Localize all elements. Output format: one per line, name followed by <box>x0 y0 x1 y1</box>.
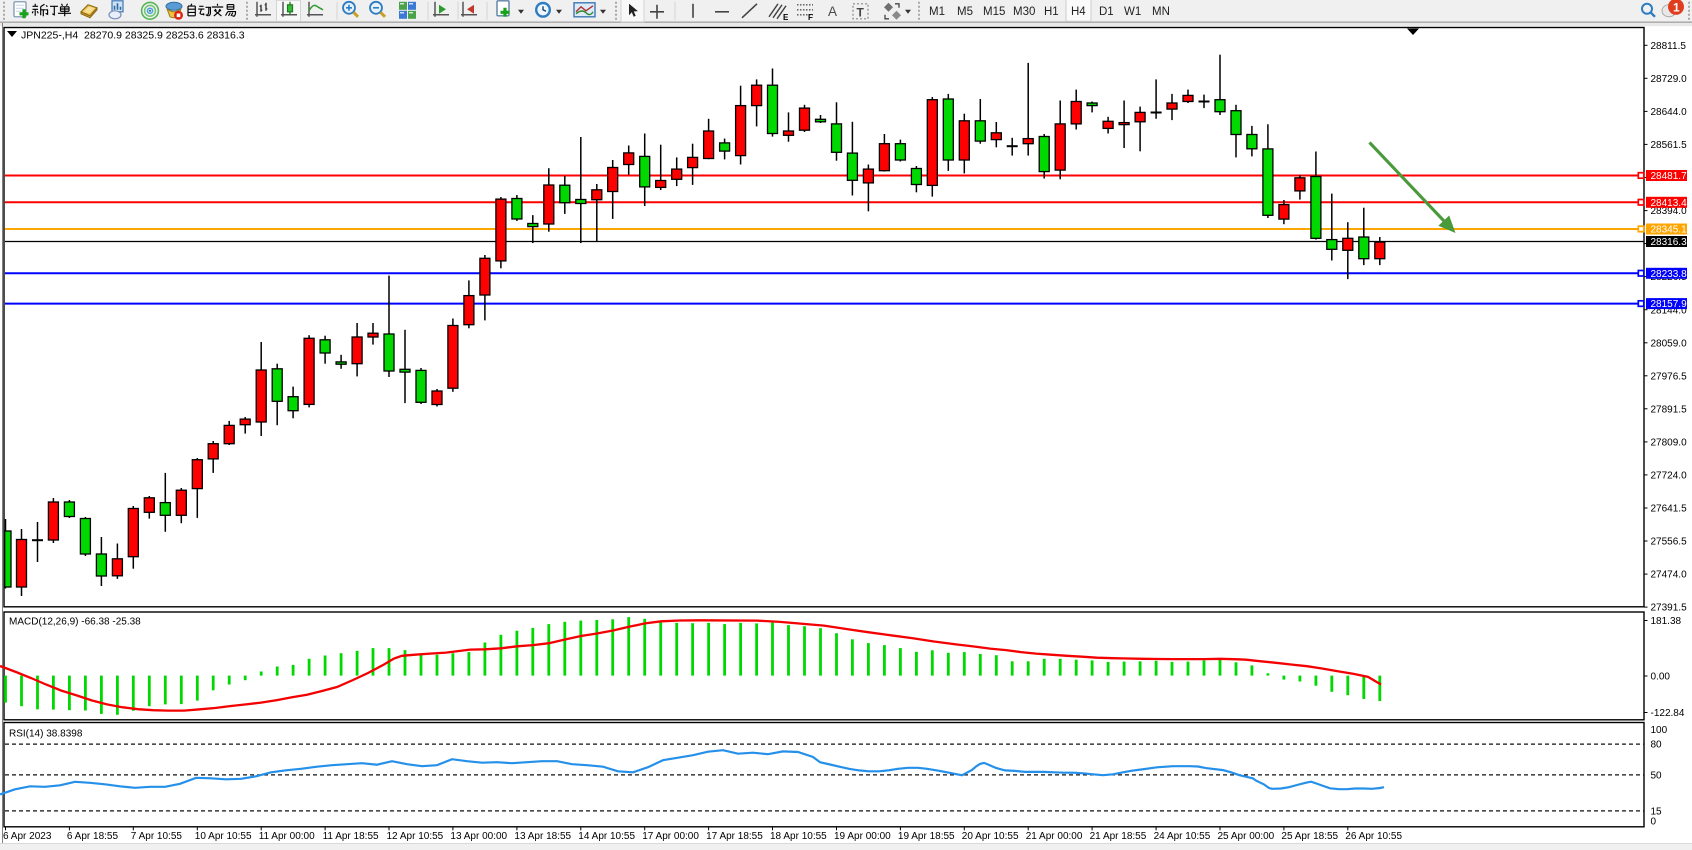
svg-text:17 Apr 18:55: 17 Apr 18:55 <box>706 831 763 842</box>
svg-text:28233.8: 28233.8 <box>1651 269 1688 280</box>
svg-text:0: 0 <box>1651 817 1657 828</box>
svg-text:M30: M30 <box>1013 6 1035 18</box>
svg-text:M5: M5 <box>957 6 973 18</box>
svg-text:100: 100 <box>1651 725 1668 736</box>
svg-text:12 Apr 10:55: 12 Apr 10:55 <box>387 831 444 842</box>
svg-text:F: F <box>808 13 813 22</box>
svg-text:15: 15 <box>1651 807 1663 818</box>
svg-text:M1: M1 <box>929 6 945 18</box>
svg-text:27641.5: 27641.5 <box>1651 504 1688 515</box>
svg-text:MN: MN <box>1152 6 1170 18</box>
svg-text:28345.1: 28345.1 <box>1651 225 1688 236</box>
svg-text:7 Apr 10:55: 7 Apr 10:55 <box>131 831 183 842</box>
svg-text:28811.5: 28811.5 <box>1651 41 1687 52</box>
svg-text:28059.0: 28059.0 <box>1651 338 1688 349</box>
svg-text:26 Apr 10:55: 26 Apr 10:55 <box>1345 831 1402 842</box>
svg-text:E: E <box>783 13 789 22</box>
svg-text:6 Apr 2023: 6 Apr 2023 <box>3 831 52 842</box>
svg-text:28316.3: 28316.3 <box>1651 237 1688 248</box>
svg-text:27724.0: 27724.0 <box>1651 471 1688 482</box>
svg-text:H1: H1 <box>1044 6 1059 18</box>
svg-text:28144.0: 28144.0 <box>1651 305 1688 316</box>
svg-text:28481.7: 28481.7 <box>1651 171 1688 182</box>
svg-text:17 Apr 00:00: 17 Apr 00:00 <box>642 831 699 842</box>
svg-text:25 Apr 18:55: 25 Apr 18:55 <box>1281 831 1338 842</box>
svg-text:27891.5: 27891.5 <box>1651 404 1688 415</box>
svg-text:27391.5: 27391.5 <box>1651 603 1688 614</box>
svg-text:11 Apr 18:55: 11 Apr 18:55 <box>323 831 379 842</box>
svg-text:1: 1 <box>1673 0 1680 14</box>
svg-text:RSI(14) 38.8398: RSI(14) 38.8398 <box>9 729 83 740</box>
svg-text:19 Apr 18:55: 19 Apr 18:55 <box>898 831 955 842</box>
svg-text:M15: M15 <box>983 6 1005 18</box>
svg-text:T: T <box>857 5 865 19</box>
svg-text:80: 80 <box>1651 740 1663 751</box>
svg-text:A: A <box>828 4 837 19</box>
svg-text:6 Apr 18:55: 6 Apr 18:55 <box>67 831 119 842</box>
svg-text:D1: D1 <box>1099 6 1114 18</box>
svg-text:27809.0: 27809.0 <box>1651 438 1688 449</box>
svg-text:H4: H4 <box>1071 6 1086 18</box>
svg-text:21 Apr 18:55: 21 Apr 18:55 <box>1090 831 1147 842</box>
svg-text:27474.0: 27474.0 <box>1651 570 1688 581</box>
svg-text:13 Apr 18:55: 13 Apr 18:55 <box>514 831 571 842</box>
svg-text:W1: W1 <box>1124 6 1141 18</box>
svg-text:28644.0: 28644.0 <box>1651 107 1688 118</box>
svg-text:10 Apr 10:55: 10 Apr 10:55 <box>195 831 252 842</box>
svg-text:0.00: 0.00 <box>1651 672 1671 683</box>
svg-text:24 Apr 10:55: 24 Apr 10:55 <box>1154 831 1211 842</box>
svg-text:28561.5: 28561.5 <box>1651 140 1688 151</box>
svg-text:25 Apr 00:00: 25 Apr 00:00 <box>1218 831 1275 842</box>
svg-text:20 Apr 10:55: 20 Apr 10:55 <box>962 831 1019 842</box>
svg-text:27976.5: 27976.5 <box>1651 371 1688 382</box>
svg-text:50: 50 <box>1651 771 1663 782</box>
svg-text:14 Apr 10:55: 14 Apr 10:55 <box>578 831 635 842</box>
svg-text:11 Apr 00:00: 11 Apr 00:00 <box>259 831 315 842</box>
svg-text:28729.0: 28729.0 <box>1651 74 1688 85</box>
svg-text:19 Apr 00:00: 19 Apr 00:00 <box>834 831 891 842</box>
svg-text:JPN225-,H4 28270.9 28325.9 28: JPN225-,H4 28270.9 28325.9 28253.6 28316… <box>21 30 245 42</box>
svg-text:13 Apr 00:00: 13 Apr 00:00 <box>450 831 507 842</box>
svg-text:181.38: 181.38 <box>1651 616 1682 627</box>
svg-text:-122.84: -122.84 <box>1651 708 1685 719</box>
svg-text:MACD(12,26,9) -66.38 -25.38: MACD(12,26,9) -66.38 -25.38 <box>9 617 141 628</box>
svg-text:18 Apr 10:55: 18 Apr 10:55 <box>770 831 827 842</box>
svg-text:28394.0: 28394.0 <box>1651 206 1688 217</box>
svg-text:28157.9: 28157.9 <box>1651 299 1688 310</box>
svg-text:28413.4: 28413.4 <box>1651 198 1688 209</box>
svg-text:27556.5: 27556.5 <box>1651 537 1688 548</box>
svg-text:21 Apr 00:00: 21 Apr 00:00 <box>1026 831 1083 842</box>
